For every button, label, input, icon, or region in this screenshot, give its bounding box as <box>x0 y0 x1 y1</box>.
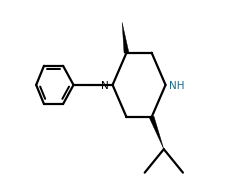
Text: N: N <box>101 82 109 92</box>
Text: NH: NH <box>169 82 184 92</box>
Polygon shape <box>149 116 164 149</box>
Polygon shape <box>122 22 129 53</box>
